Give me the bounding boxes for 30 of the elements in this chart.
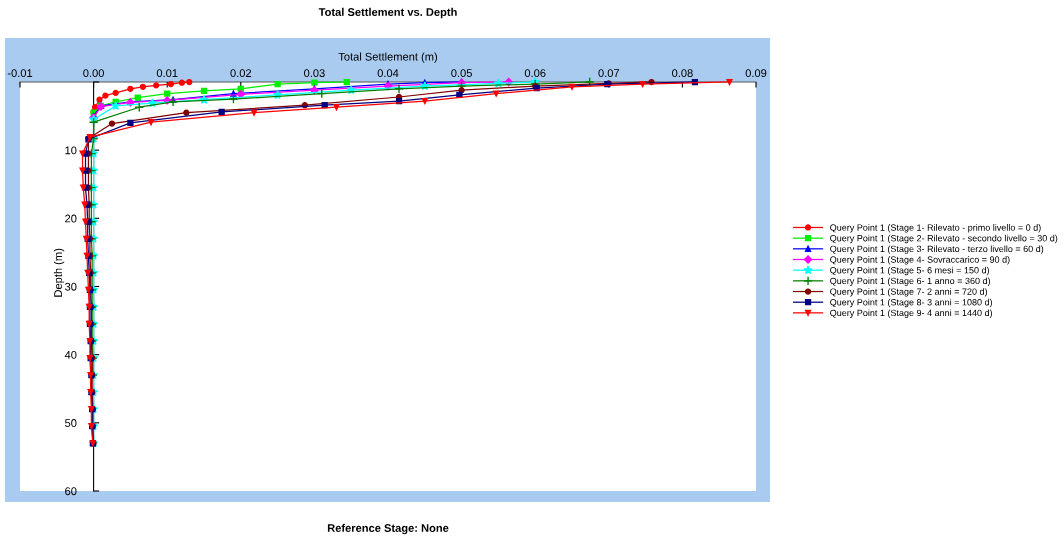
x-tick-label: 0.08 [672,69,693,78]
legend-label: Query Point 1 (Stage 3- Rilevato - terzo livello = 60 d) [830,245,1044,254]
legend-label: Query Point 1 (Stage 1- Rilevato - primo livello = 0 d) [830,224,1041,233]
legend-label: Query Point 1 (Stage 5- 6 mesi = 150 d) [830,266,989,276]
x-tick-label: 0.00 [83,69,104,78]
legend-label: Query Point 1 (Stage 2- Rilevato - secondo livello = 30 d) [830,234,1058,244]
y-tick-label: 30 [65,282,77,291]
x-axis-title: Total Settlement (m) [338,52,438,63]
x-tick-label: 0.04 [377,69,399,78]
legend-label: Query Point 1 (Stage 4- Sovraccarico = 90 d) [830,256,1010,265]
y-tick-label: 60 [65,487,77,496]
text: Reference Stage: None [327,523,449,535]
chart-title: Total Settlement vs. Depth [318,7,457,19]
legend-label: Query Point 1 (Stage 9- 4 anni = 1440 d) [830,309,993,318]
y-tick-label: 50 [65,419,77,427]
y-tick-label: 20 [65,214,77,223]
x-tick-label: 0.06 [524,69,546,78]
x-tick-label: 0.02 [230,69,252,78]
x-tick-label: -0.01 [7,69,33,78]
y-tick-label: 10 [65,146,77,155]
legend-label: Query Point 1 (Stage 8- 3 anni = 1080 d) [830,298,993,308]
y-tick-label: 40 [64,350,77,359]
legend-label: Query Point 1 (Stage 7- 2 anni = 720 d) [830,288,987,297]
x-tick-label: 0.05 [451,69,472,78]
x-tick-label: 0.07 [598,69,620,78]
x-tick-label: 0.01 [156,69,178,78]
legend-label: Query Point 1 (Stage 6- 1 anno = 360 d) [830,277,991,286]
y-axis-title: Depth (m) [53,248,65,297]
x-tick-label: 0.09 [745,69,767,78]
x-tick-label: 0.03 [304,69,325,78]
